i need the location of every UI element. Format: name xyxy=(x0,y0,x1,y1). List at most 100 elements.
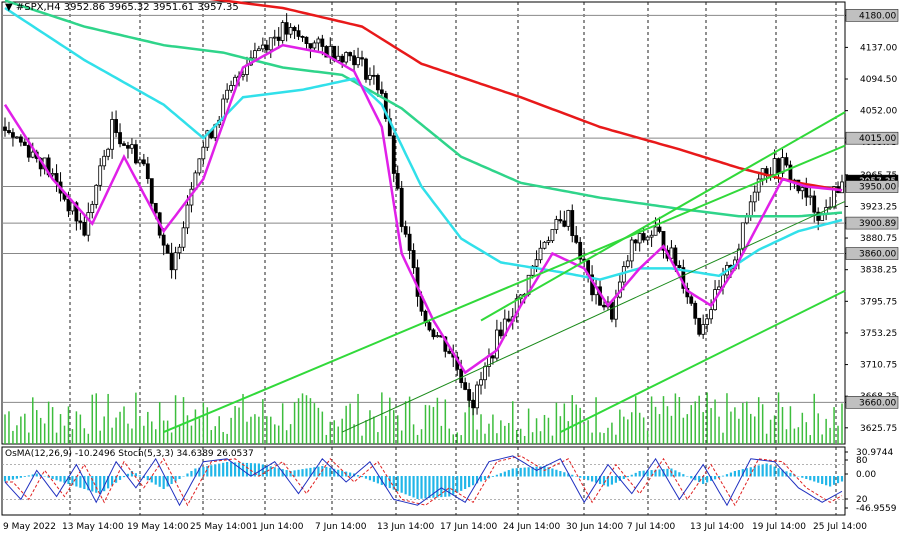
candle-body xyxy=(229,85,234,91)
candle-body xyxy=(637,233,642,244)
candle-body xyxy=(375,74,380,91)
candle-body xyxy=(348,52,353,57)
candle-body xyxy=(284,22,289,35)
candle-body xyxy=(90,203,95,213)
candle-body xyxy=(471,399,475,409)
candle-body xyxy=(752,191,757,203)
candle-body xyxy=(292,27,297,32)
candle-body xyxy=(15,136,19,139)
candle-body xyxy=(379,89,384,94)
price-tick-label: 3795.75 xyxy=(860,297,897,307)
price-level-label: 3860.00 xyxy=(859,250,896,260)
candle-body xyxy=(693,302,698,319)
candle-body xyxy=(122,143,126,146)
candle-body xyxy=(816,211,821,221)
oscillator-panel xyxy=(1,446,846,516)
oscillator-header: OsMA(12,26,9) -10.2496 Stoch(5,3,3) 34.6… xyxy=(5,449,254,459)
candle-body xyxy=(118,132,122,145)
candle-body xyxy=(435,335,440,338)
candle-body xyxy=(804,187,809,198)
candle-body xyxy=(534,259,539,267)
price-tick-label: 4094.50 xyxy=(860,75,897,85)
candle-body xyxy=(403,226,408,235)
candle-body xyxy=(205,130,210,148)
stoch-lines xyxy=(4,455,843,507)
candle-body xyxy=(233,76,237,86)
price-tick-label: 3923.25 xyxy=(860,202,897,212)
trendline xyxy=(163,144,846,434)
candle-body xyxy=(110,119,115,150)
candle-body xyxy=(126,145,130,149)
candle-body xyxy=(629,239,634,262)
candle-body xyxy=(491,355,495,359)
candle-body xyxy=(86,212,91,236)
candle-body xyxy=(106,148,111,157)
candle-body xyxy=(173,252,178,271)
price-tick-label: 3880.75 xyxy=(860,234,897,244)
candle-body xyxy=(427,322,432,331)
candle-body xyxy=(288,27,293,35)
candle-body xyxy=(677,265,682,268)
price-level-box xyxy=(845,216,899,230)
osc-tick-label: 30.9744 xyxy=(856,448,893,458)
candle-body xyxy=(165,244,170,254)
trendlines xyxy=(163,111,846,434)
trendline xyxy=(559,289,846,433)
moving-averages xyxy=(3,0,843,375)
candle-body xyxy=(494,329,499,359)
candle-body xyxy=(800,187,805,192)
candle-body xyxy=(340,55,345,63)
candle-body xyxy=(66,198,71,212)
candle-body xyxy=(22,141,27,146)
candle-body xyxy=(610,301,614,320)
candle-body xyxy=(633,239,638,244)
price-level-box xyxy=(845,180,899,193)
candle-body xyxy=(50,173,55,176)
candle-body xyxy=(748,201,753,216)
candle-body xyxy=(225,89,230,100)
time-tick-label: 13 May 14:00 xyxy=(62,522,124,532)
candle-body xyxy=(602,304,606,308)
candle-body xyxy=(689,296,694,304)
candle-body xyxy=(304,36,309,44)
candle-body xyxy=(383,93,388,119)
price-tick-label: 4137.00 xyxy=(860,43,897,53)
stoch-main-line xyxy=(4,455,843,507)
price-level-label: 3950.00 xyxy=(859,183,896,193)
time-axis: 9 May 2022 13 May 14:00 19 May 14:00 25 May… xyxy=(3,522,867,532)
trendline xyxy=(341,200,846,433)
candle-body xyxy=(840,181,844,194)
candle-body xyxy=(145,163,150,180)
price-level-label: 4015.00 xyxy=(859,134,896,144)
candle-body xyxy=(114,119,118,133)
candle-body xyxy=(411,250,416,269)
candle-body xyxy=(372,74,376,77)
candle-body xyxy=(578,241,583,260)
candle-body xyxy=(467,389,472,401)
price-level-box xyxy=(845,9,899,22)
oscillator-label: OsMA(12,26,9) -10.2496 Stoch(5,3,3) 34.6… xyxy=(5,449,254,459)
candle-body xyxy=(550,229,555,242)
candle-body xyxy=(661,231,666,251)
candle-body xyxy=(673,247,678,266)
candle-body xyxy=(554,219,559,230)
ma-line xyxy=(3,43,843,375)
candle-body xyxy=(11,132,15,138)
candle-body xyxy=(153,202,158,214)
candle-body xyxy=(709,309,713,320)
time-tick-label: 1 Jun 14:00 xyxy=(252,522,304,532)
candle-body xyxy=(399,187,404,227)
osc-tick-label: 80 xyxy=(856,456,868,466)
candle-body xyxy=(740,222,745,250)
candle-body xyxy=(177,246,182,254)
candle-body xyxy=(280,22,285,41)
candle-body xyxy=(780,157,785,174)
candle-body xyxy=(625,260,630,267)
time-tick-label: 25 Jul 14:00 xyxy=(813,522,867,532)
osc-tick-label: 0.00 xyxy=(856,470,876,480)
candle-body xyxy=(324,46,329,58)
chart-arrow-icon[interactable]: ▼ xyxy=(5,2,13,13)
candle-body xyxy=(479,379,483,386)
